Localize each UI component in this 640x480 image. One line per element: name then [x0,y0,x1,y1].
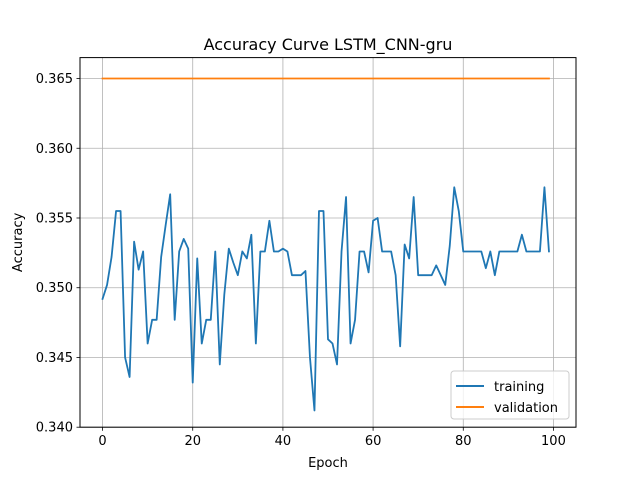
y-tick-label: 0.360 [36,142,73,157]
y-tick-label: 0.340 [36,421,73,436]
y-tick-label: 0.345 [36,351,73,366]
legend: training validation [450,370,570,420]
series-line-training [101,186,550,412]
x-tick-label: 60 [365,434,382,449]
x-axis-label: Epoch [308,456,348,471]
grid [80,57,576,428]
y-axis-label: Accuracy [11,212,26,272]
legend-label-training: training [494,380,544,395]
legend-label-validation: validation [494,401,558,416]
x-tick-label: 40 [275,434,292,449]
chart-title: Accuracy Curve LSTM_CNN-gru [204,35,453,55]
x-tick-label: 80 [455,434,472,449]
ticks: 0 20 40 60 80 100 0.340 0.345 0.350 0.355 0.360 0.3… [36,72,566,449]
plot-frame [79,57,577,428]
x-tick-label: 20 [184,434,201,449]
series-layer [101,77,550,412]
y-tick-label: 0.355 [36,211,73,226]
y-tick-label: 0.365 [36,72,73,87]
x-tick-label: 0 [98,434,106,449]
x-tick-label: 100 [541,434,566,449]
y-tick-label: 0.350 [36,281,73,296]
